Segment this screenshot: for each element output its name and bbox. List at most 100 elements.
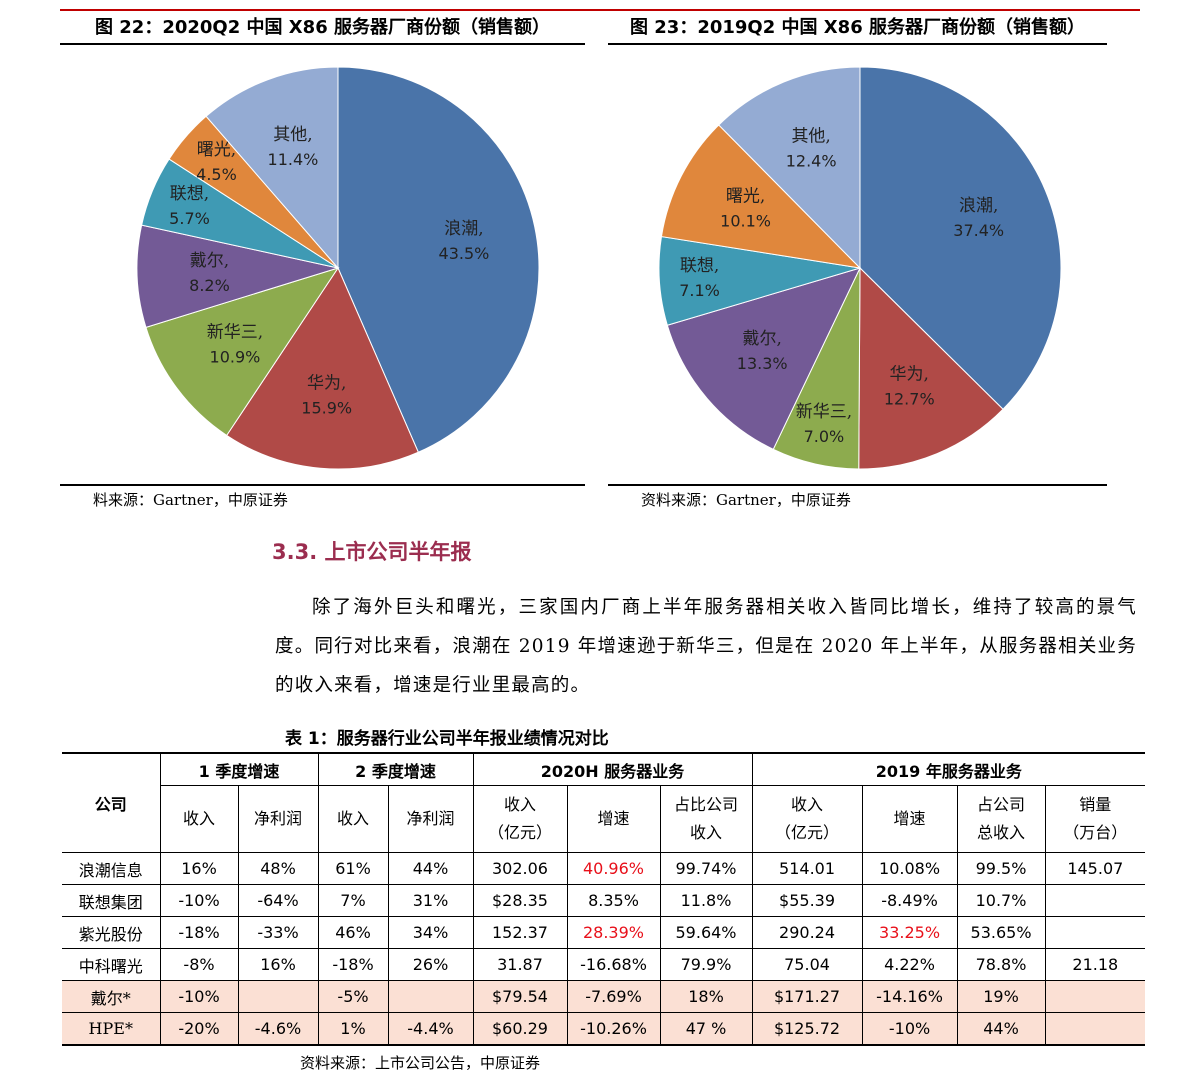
- header-line: （亿元）: [487, 823, 552, 842]
- table-cell: 47 %: [659, 1012, 753, 1045]
- header-cell: 1 季度增速: [159, 753, 319, 786]
- chart-source: 资料来源：Gartner，中原证券: [641, 491, 851, 509]
- slice-value-label: 7.0%: [804, 427, 845, 446]
- header-cell: 收入: [160, 785, 239, 853]
- table-cell: -64%: [237, 884, 319, 917]
- table-row: 紫光股份 -18% -33% 46% 34% 152.37 28.39% 59.64% 290.…: [62, 916, 1146, 949]
- header-line: 收入: [182, 809, 215, 828]
- table-cell: $125.72: [751, 1012, 863, 1045]
- pie-slice: [136, 224, 340, 328]
- header-cell: 2019 年服务器业务: [751, 753, 1146, 786]
- header-line: （万台）: [1063, 823, 1128, 842]
- pie-slice: [666, 267, 861, 450]
- slice-value-label: 37.4%: [953, 221, 1004, 240]
- header-line: 收入: [791, 795, 824, 814]
- table-cell: 16%: [237, 948, 319, 981]
- table-cell: 46%: [317, 916, 389, 949]
- header-line: 占公司: [977, 795, 1026, 814]
- header-line: 净利润: [406, 809, 455, 828]
- table-cell: 26%: [387, 948, 474, 981]
- slice-category: 曙光,: [726, 187, 765, 207]
- table-cell: 31%: [387, 884, 474, 917]
- slice-category: 戴尔,: [742, 329, 781, 349]
- table-cell: -4.6%: [237, 1012, 319, 1045]
- header-line: 占比公司: [674, 795, 739, 814]
- slice-value-label: 4.5%: [196, 165, 237, 184]
- table-cell: 53.65%: [956, 916, 1046, 949]
- header-line: （亿元）: [775, 823, 840, 842]
- chart-source: 料来源：Gartner，中原证券: [93, 491, 288, 509]
- table-cell: 联想集团: [62, 884, 161, 917]
- table-cell: 99.5%: [956, 852, 1046, 885]
- slice-category: 浪潮,: [959, 196, 998, 216]
- table-cell: 10.7%: [956, 884, 1046, 917]
- slice-category: 新华三,: [796, 402, 852, 422]
- table-cell: 戴尔*: [62, 980, 161, 1013]
- table-cell: [237, 980, 319, 1013]
- slice-category: 其他,: [791, 126, 830, 146]
- table-cell: 79.9%: [659, 948, 753, 981]
- table-cell: 302.06: [472, 852, 568, 885]
- table-cell: -10%: [159, 980, 239, 1013]
- table-cell: -8%: [159, 948, 239, 981]
- table-cell: $28.35: [472, 884, 568, 917]
- pie-slice: [858, 266, 1004, 470]
- table-cell: -14.16%: [861, 980, 958, 1013]
- table-cell: 4.22%: [861, 948, 958, 981]
- slice-value-label: 13.3%: [737, 354, 788, 373]
- table-cell: $60.29: [472, 1012, 568, 1045]
- header-cell: 公司: [62, 753, 161, 853]
- table-cell: 11.8%: [659, 884, 753, 917]
- table-row: 浪潮信息 16% 48% 61% 44% 302.06 40.96% 99.74% 514.01…: [62, 852, 1146, 885]
- slice-category: 华为,: [307, 374, 346, 394]
- header-cell: 占比公司 收入: [659, 785, 753, 853]
- header-line: 收入: [690, 823, 723, 842]
- table-cell: 145.07: [1044, 852, 1146, 885]
- table-cell: $171.27: [751, 980, 863, 1013]
- slice-category: 联想,: [170, 184, 209, 204]
- header-line: 净利润: [253, 809, 302, 828]
- table-row: 中科曙光 -8% 16% -18% 26% 31.87 -16.68% 79.9% 75.04 4…: [62, 948, 1146, 981]
- table-cell: 514.01: [751, 852, 863, 885]
- table-cell: 59.64%: [659, 916, 753, 949]
- table-cell: 31.87: [472, 948, 568, 981]
- table-cell: 中科曙光: [62, 948, 161, 981]
- table-cell: [1044, 884, 1146, 917]
- table-cell: [1044, 916, 1146, 949]
- header-cell: 收入 （亿元）: [472, 785, 568, 853]
- pie-slice: [225, 266, 419, 470]
- paragraph: 除了海外巨头和曙光，三家国内厂商上半年服务器相关收入皆同比增长，维持了较高的景气…: [275, 597, 1137, 696]
- slice-value-label: 7.1%: [679, 281, 720, 300]
- table-cell: 290.24: [751, 916, 863, 949]
- slice-value-label: 10.1%: [720, 212, 771, 231]
- table-cell: 10.08%: [861, 852, 958, 885]
- table-cell: 99.74%: [659, 852, 753, 885]
- table-cell: 33.25%: [861, 916, 958, 949]
- slice-value-label: 10.9%: [210, 348, 261, 367]
- table-cell: -16.68%: [566, 948, 661, 981]
- table-cell: 19%: [956, 980, 1046, 1013]
- table-cell: [387, 980, 474, 1013]
- slice-category: 新华三,: [207, 323, 263, 343]
- table-cell: 1%: [317, 1012, 389, 1045]
- table-cell: 18%: [659, 980, 753, 1013]
- charts: 图 22：2020Q2 中国 X86 服务器厂商份额（销售额） 料来源：Gartn…: [60, 9, 1140, 509]
- pie-slice: [660, 124, 862, 269]
- slice-category: 戴尔,: [190, 251, 229, 271]
- slice-value-label: 5.7%: [169, 209, 210, 228]
- table-cell: 44%: [956, 1012, 1046, 1045]
- header-line: 收入: [336, 809, 369, 828]
- table-cell: -7.69%: [566, 980, 661, 1013]
- header-line: 增速: [597, 809, 630, 828]
- table-cell: 16%: [159, 852, 239, 885]
- slice-category: 浪潮,: [444, 219, 483, 239]
- header-line: 总收入: [977, 823, 1026, 842]
- slice-value-label: 8.2%: [189, 276, 230, 295]
- chart-title: 图 22：2020Q2 中国 X86 服务器厂商份额（销售额）: [95, 16, 550, 38]
- table-cell: 48%: [237, 852, 319, 885]
- table-cell: 75.04: [751, 948, 863, 981]
- slice-category: 华为,: [890, 364, 929, 384]
- table-cell: [1044, 1012, 1146, 1045]
- header-cell: 2020H 服务器业务: [472, 753, 753, 786]
